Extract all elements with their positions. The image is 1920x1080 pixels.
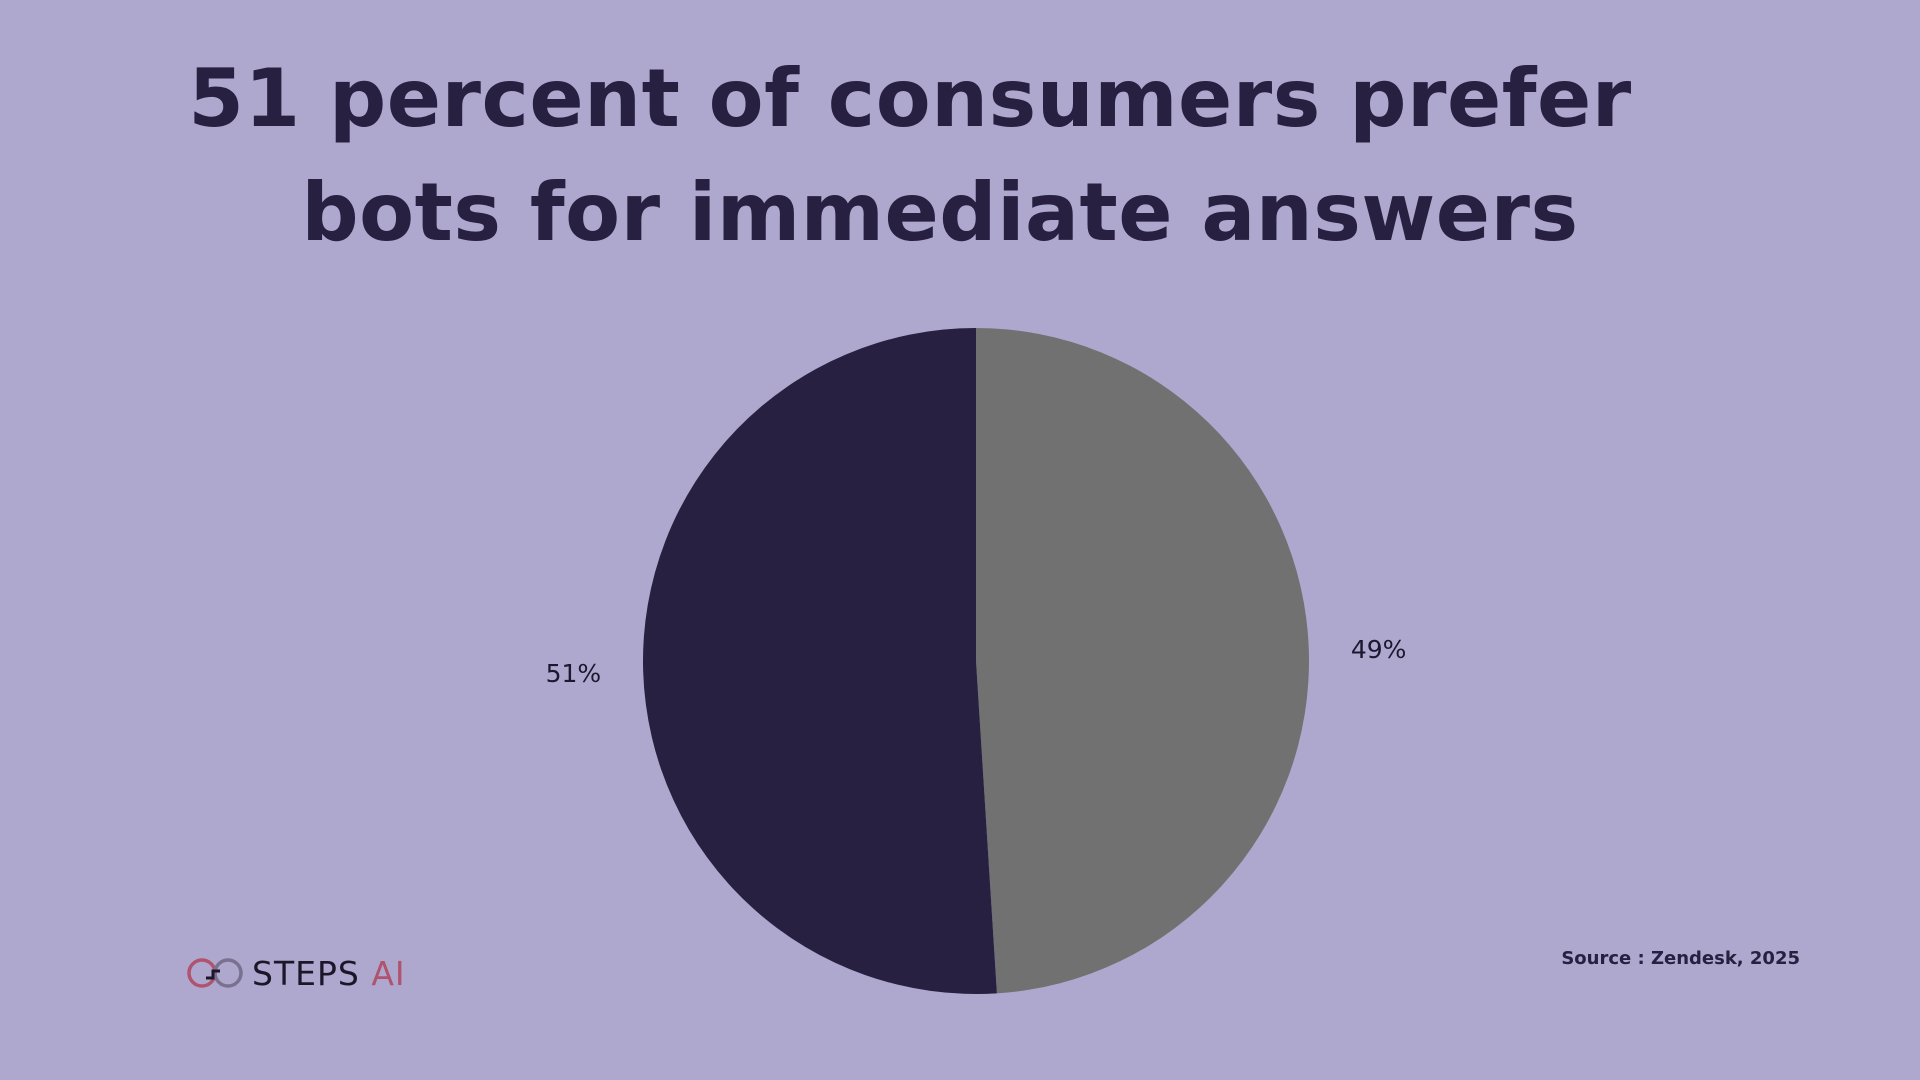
logo-text: STEPS [252,953,360,993]
slice-label-2: 51% [546,659,602,688]
slice-label-1: 49% [1351,635,1407,664]
chart-title-line-1: 51 percent of consumers prefer [188,52,1632,145]
steps-ai-logo: STEPS AI [186,953,406,993]
pie-slice-2 [642,328,997,995]
source-note: Source : Zendesk, 2025 [1561,948,1800,969]
logo-wordmark: STEPS AI [252,954,406,993]
steps-ai-logo-icon [187,958,243,988]
chart-title-line-2: bots for immediate answers [301,166,1579,259]
logo-accent: AI [371,953,406,993]
chart-title: 51 percent of consumers prefer bots for … [0,42,1920,270]
pie-slice-1 [976,328,1309,994]
